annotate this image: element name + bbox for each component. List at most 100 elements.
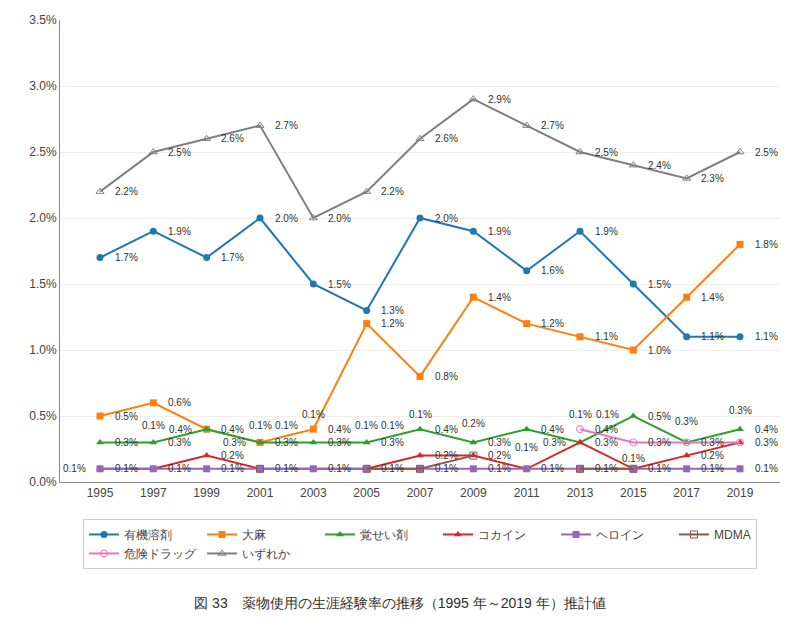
svg-text:0.2%: 0.2% <box>221 450 244 461</box>
svg-text:0.3%: 0.3% <box>488 437 511 448</box>
svg-text:0.8%: 0.8% <box>435 371 458 382</box>
svg-text:1.0%: 1.0% <box>29 343 57 357</box>
svg-text:0.2%: 0.2% <box>462 418 485 429</box>
svg-text:0.5%: 0.5% <box>29 409 57 423</box>
svg-text:0.5%: 0.5% <box>115 411 138 422</box>
svg-text:3.0%: 3.0% <box>29 79 57 93</box>
svg-text:1999: 1999 <box>193 486 220 500</box>
svg-text:1.0%: 1.0% <box>648 345 671 356</box>
svg-text:1.5%: 1.5% <box>648 279 671 290</box>
svg-text:0.1%: 0.1% <box>435 463 458 474</box>
svg-text:2011: 2011 <box>514 486 540 500</box>
svg-text:0.4%: 0.4% <box>595 424 618 435</box>
svg-text:0.3%: 0.3% <box>275 437 298 448</box>
svg-text:0.1%: 0.1% <box>115 463 138 474</box>
svg-text:0.4%: 0.4% <box>221 424 244 435</box>
svg-text:2007: 2007 <box>407 486 434 500</box>
svg-text:2.4%: 2.4% <box>648 160 671 171</box>
svg-text:1.1%: 1.1% <box>755 331 778 342</box>
svg-text:2.0%: 2.0% <box>29 211 57 225</box>
svg-text:覚せい剤: 覚せい剤 <box>360 528 408 542</box>
svg-text:0.1%: 0.1% <box>355 420 378 431</box>
svg-text:0.1%: 0.1% <box>755 463 778 474</box>
svg-text:ヘロイン: ヘロイン <box>596 528 644 542</box>
svg-text:3.5%: 3.5% <box>29 13 57 27</box>
svg-text:0.3%: 0.3% <box>648 437 671 448</box>
svg-text:0.1%: 0.1% <box>409 409 432 420</box>
svg-text:MDMA: MDMA <box>714 528 751 542</box>
svg-text:0.4%: 0.4% <box>435 424 458 435</box>
svg-text:0.1%: 0.1% <box>541 463 564 474</box>
svg-text:2.7%: 2.7% <box>275 120 298 131</box>
svg-text:0.3%: 0.3% <box>223 437 246 448</box>
svg-text:1.7%: 1.7% <box>221 252 244 263</box>
svg-text:1.9%: 1.9% <box>595 226 618 237</box>
svg-text:0.3%: 0.3% <box>675 416 698 427</box>
svg-text:0.1%: 0.1% <box>63 463 86 474</box>
svg-text:1.4%: 1.4% <box>701 292 724 303</box>
svg-text:0.1%: 0.1% <box>381 420 404 431</box>
svg-text:2.5%: 2.5% <box>29 145 57 159</box>
svg-text:0.4%: 0.4% <box>169 424 192 435</box>
svg-text:0.3%: 0.3% <box>729 405 752 416</box>
svg-text:2019: 2019 <box>727 486 754 500</box>
svg-text:0.2%: 0.2% <box>488 450 511 461</box>
svg-text:0.1%: 0.1% <box>381 463 404 474</box>
svg-text:0.3%: 0.3% <box>168 437 191 448</box>
svg-text:1.6%: 1.6% <box>541 265 564 276</box>
svg-text:0.4%: 0.4% <box>328 424 351 435</box>
svg-text:0.3%: 0.3% <box>115 437 138 448</box>
svg-text:0.5%: 0.5% <box>648 411 671 422</box>
svg-text:1.7%: 1.7% <box>115 252 138 263</box>
svg-text:0.1%: 0.1% <box>142 420 165 431</box>
svg-text:0.1%: 0.1% <box>221 463 244 474</box>
svg-text:0.1%: 0.1% <box>302 409 325 420</box>
svg-text:2.5%: 2.5% <box>168 147 191 158</box>
svg-text:2.7%: 2.7% <box>541 120 564 131</box>
svg-text:0.1%: 0.1% <box>622 453 645 464</box>
svg-text:2.3%: 2.3% <box>701 173 724 184</box>
svg-text:0.1%: 0.1% <box>595 463 618 474</box>
svg-text:1.2%: 1.2% <box>381 318 404 329</box>
svg-text:2.6%: 2.6% <box>435 133 458 144</box>
svg-text:1.3%: 1.3% <box>381 305 404 316</box>
svg-text:2017: 2017 <box>673 486 700 500</box>
svg-text:1.9%: 1.9% <box>488 226 511 237</box>
svg-text:1.5%: 1.5% <box>29 277 57 291</box>
svg-text:0.1%: 0.1% <box>596 409 619 420</box>
svg-text:危険ドラッグ: 危険ドラッグ <box>124 547 197 561</box>
svg-text:0.3%: 0.3% <box>543 437 566 448</box>
svg-text:1.1%: 1.1% <box>701 331 724 342</box>
svg-text:0.1%: 0.1% <box>569 409 592 420</box>
svg-text:2.9%: 2.9% <box>488 94 511 105</box>
svg-text:2.0%: 2.0% <box>275 213 298 224</box>
svg-text:2.6%: 2.6% <box>221 133 244 144</box>
svg-text:2.0%: 2.0% <box>435 213 458 224</box>
svg-text:1.5%: 1.5% <box>328 279 351 290</box>
svg-text:コカイン: コカイン <box>478 528 526 542</box>
svg-text:2013: 2013 <box>567 486 594 500</box>
svg-text:2003: 2003 <box>300 486 327 500</box>
svg-text:0.3%: 0.3% <box>595 437 618 448</box>
svg-text:1.1%: 1.1% <box>595 331 618 342</box>
svg-text:0.1%: 0.1% <box>328 463 351 474</box>
svg-text:0.3%: 0.3% <box>701 437 724 448</box>
svg-text:2.2%: 2.2% <box>381 186 404 197</box>
svg-text:0.3%: 0.3% <box>755 437 778 448</box>
svg-text:0.0%: 0.0% <box>29 475 57 489</box>
svg-text:0.2%: 0.2% <box>701 450 724 461</box>
svg-text:2015: 2015 <box>620 486 647 500</box>
svg-text:1.2%: 1.2% <box>541 318 564 329</box>
svg-text:図 33 薬物使用の生涯経験率の推移（1995 年～2019: 図 33 薬物使用の生涯経験率の推移（1995 年～2019 年）推計値 <box>194 595 606 611</box>
svg-text:0.4%: 0.4% <box>755 424 778 435</box>
svg-text:0.2%: 0.2% <box>435 450 458 461</box>
svg-text:2001: 2001 <box>247 486 274 500</box>
svg-text:1.9%: 1.9% <box>168 226 191 237</box>
svg-text:0.1%: 0.1% <box>488 463 511 474</box>
svg-text:有機溶剤: 有機溶剤 <box>124 528 172 542</box>
svg-text:0.6%: 0.6% <box>168 397 191 408</box>
svg-text:0.4%: 0.4% <box>541 424 564 435</box>
svg-text:2.5%: 2.5% <box>755 147 778 158</box>
svg-text:2005: 2005 <box>353 486 380 500</box>
svg-text:2.5%: 2.5% <box>595 147 618 158</box>
